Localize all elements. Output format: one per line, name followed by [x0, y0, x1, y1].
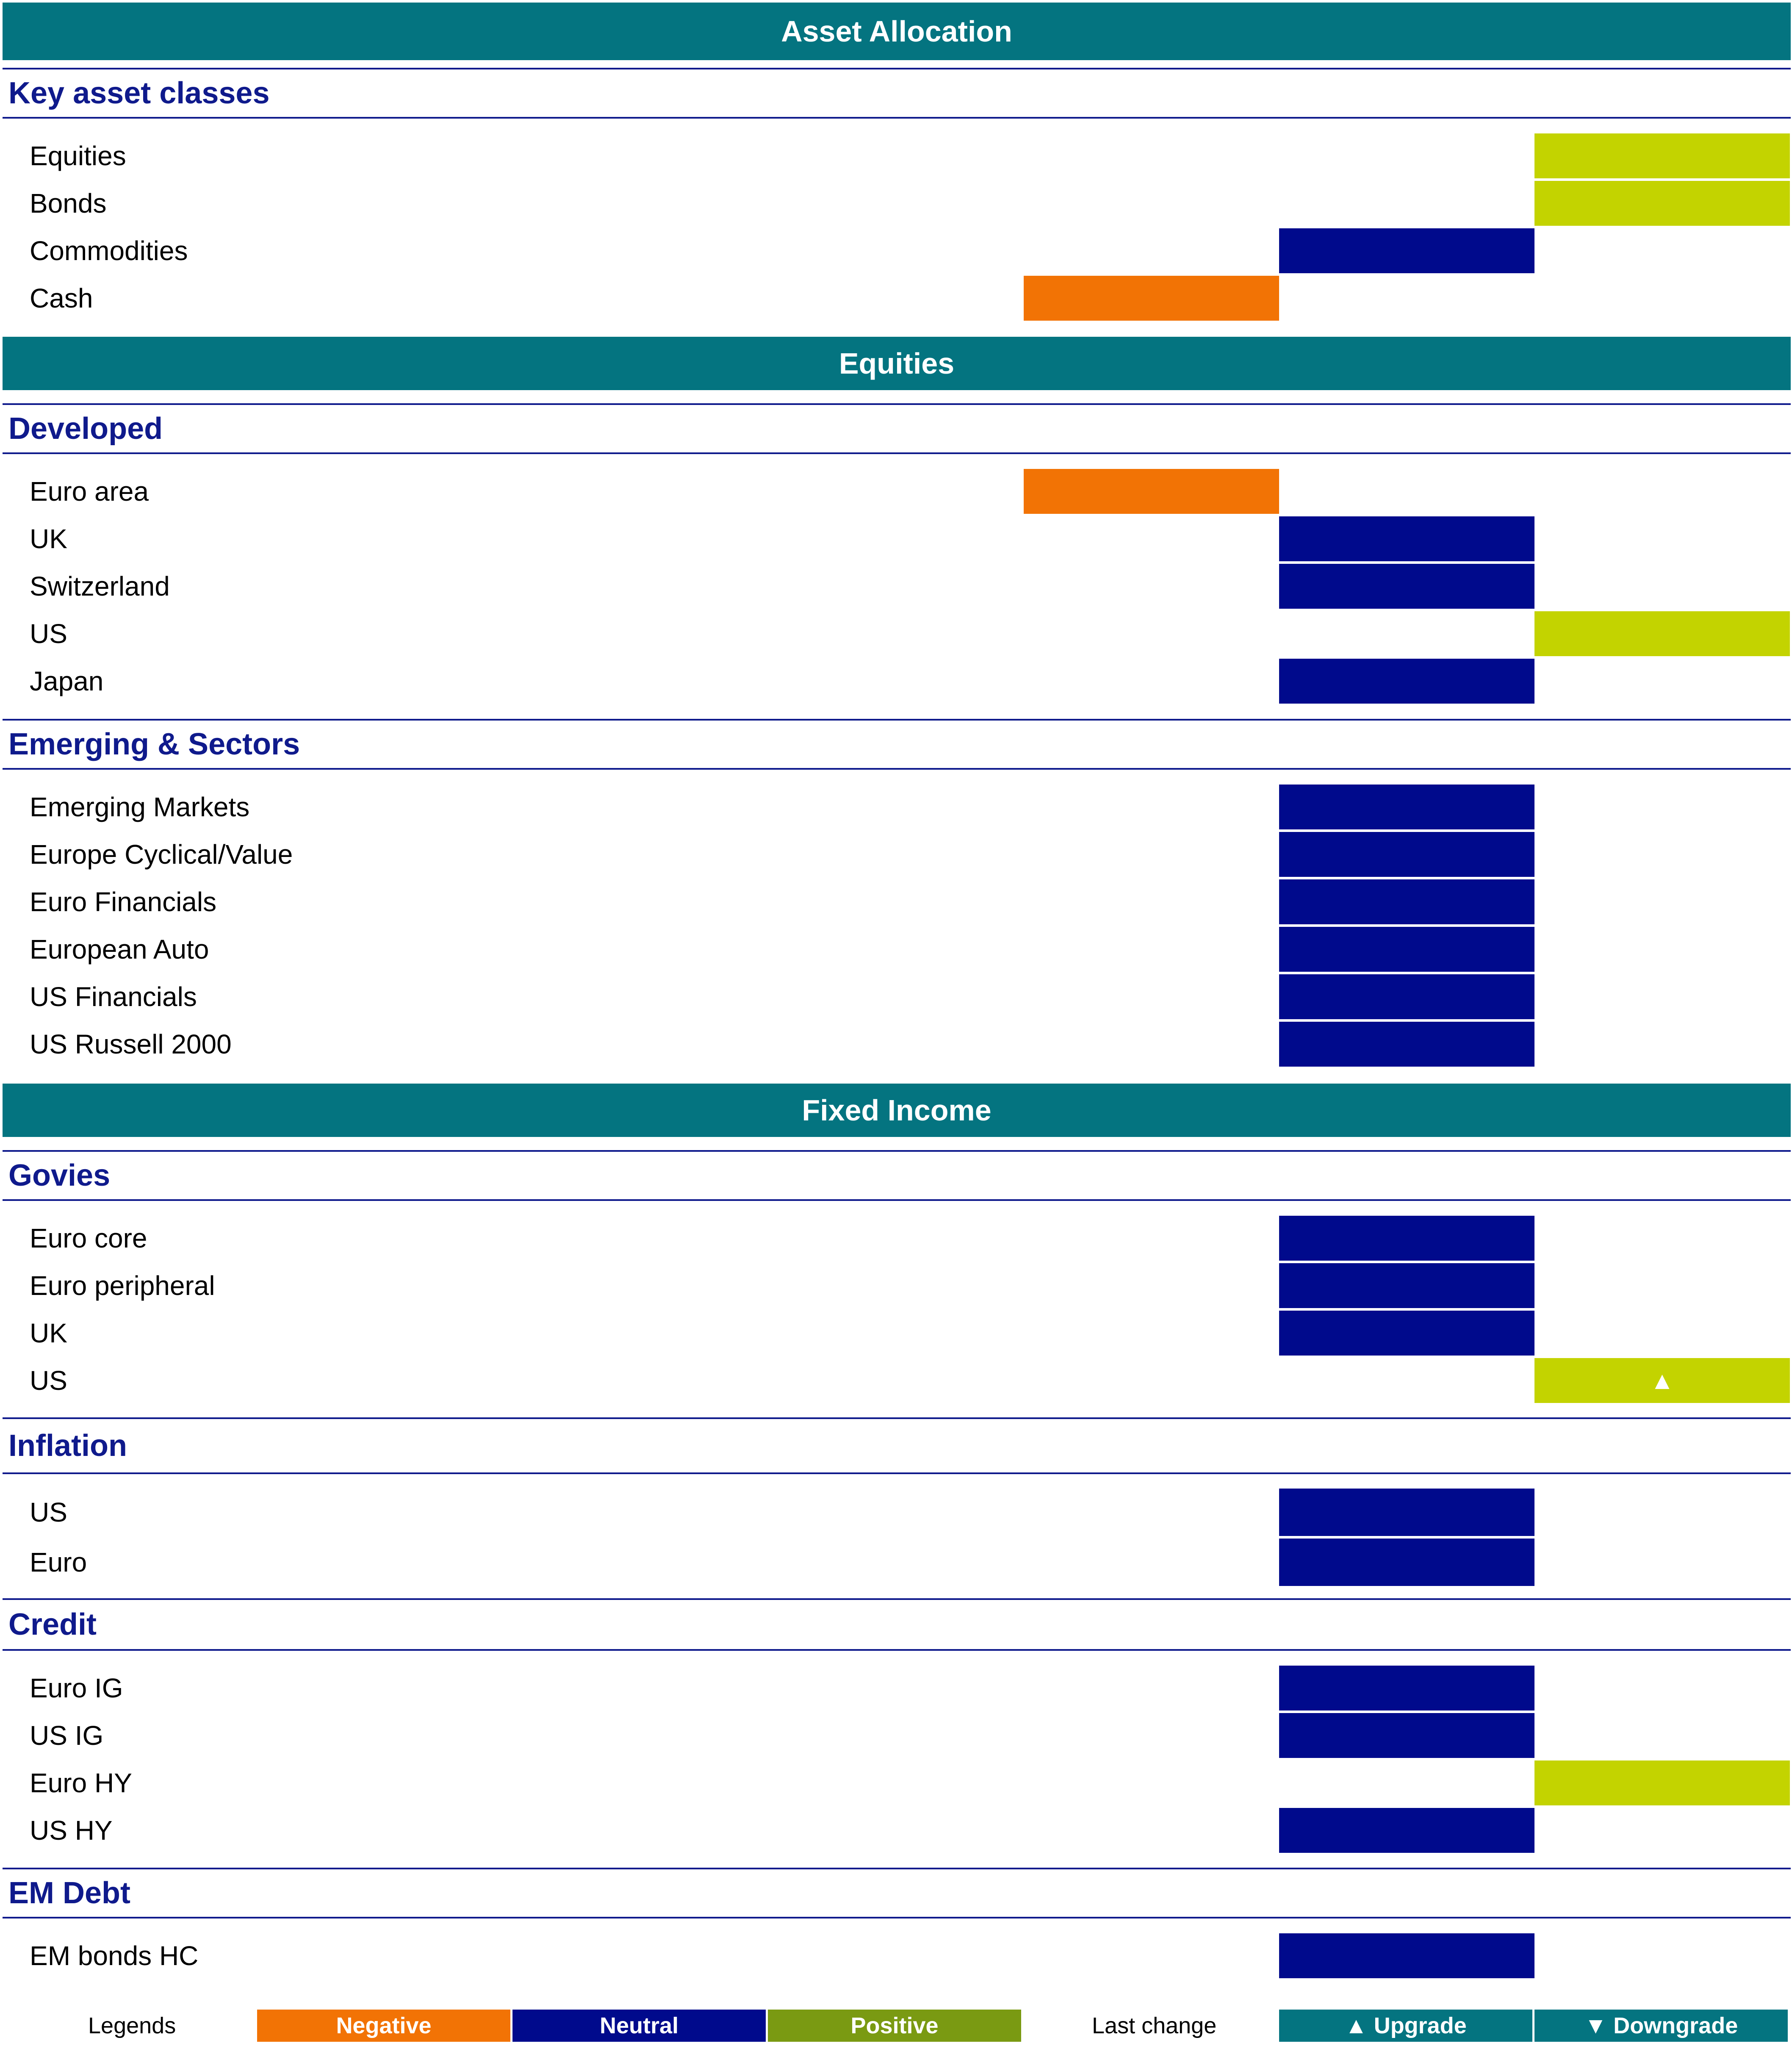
row-label: Emerging Markets [30, 792, 250, 822]
table-row: Euro [0, 1538, 1792, 1587]
legend-negative: Negative [257, 2010, 510, 2042]
view-bar [1279, 1263, 1534, 1308]
table-row: Switzerland [0, 563, 1792, 610]
row-label: Euro HY [30, 1768, 132, 1798]
row-label: Cash [30, 283, 93, 313]
row-label: Euro peripheral [30, 1270, 215, 1301]
view-bar [1279, 659, 1534, 704]
legend-title: Legends [88, 2013, 176, 2038]
view-bar [1279, 832, 1534, 877]
view-bar [1279, 1666, 1534, 1711]
group-header-developed: Developed [3, 403, 1791, 454]
view-bar [1279, 1489, 1534, 1536]
row-label: Euro [30, 1547, 87, 1577]
row-label: Commodities [30, 236, 188, 266]
section-header-fixed-income: Fixed Income [3, 1084, 1791, 1137]
table-row: Commodities [0, 227, 1792, 274]
view-bar [1279, 785, 1534, 829]
view-bar [1279, 1933, 1534, 1978]
group-header-govies: Govies [3, 1150, 1791, 1201]
row-label: Switzerland [30, 571, 170, 602]
row-label: Euro IG [30, 1673, 123, 1703]
table-row: US IG [0, 1712, 1792, 1759]
row-label: US [30, 1365, 67, 1396]
view-bar [1279, 974, 1534, 1019]
section-header-asset-allocation: Asset Allocation [3, 3, 1791, 60]
group-header-credit: Credit [3, 1598, 1791, 1651]
section-header-equities: Equities [3, 337, 1791, 390]
view-bar [1534, 133, 1790, 178]
table-row: Euro area [0, 468, 1792, 515]
table-row: Euro Financials [0, 879, 1792, 925]
row-label: Japan [30, 666, 104, 696]
table-row: Equities [0, 133, 1792, 179]
row-label: Equities [30, 141, 126, 171]
table-row: Japan [0, 658, 1792, 704]
table-row: Euro peripheral [0, 1262, 1792, 1309]
table-row: EM bonds HC [0, 1932, 1792, 1979]
row-label: US Russell 2000 [30, 1029, 232, 1059]
row-label: Euro area [30, 476, 149, 507]
row-label: European Auto [30, 934, 209, 965]
legend-positive: Positive [768, 2010, 1021, 2042]
group-header-inflation: Inflation [3, 1417, 1791, 1474]
row-label: EM bonds HC [30, 1941, 199, 1971]
table-row: Emerging Markets [0, 784, 1792, 830]
table-row: US HY [0, 1807, 1792, 1854]
view-bar [1279, 879, 1534, 924]
table-row: European Auto [0, 926, 1792, 973]
row-label: US [30, 618, 67, 649]
view-bar [1279, 1808, 1534, 1853]
row-label: Bonds [30, 188, 107, 219]
table-row: Cash [0, 275, 1792, 322]
legend-neutral: Neutral [512, 2010, 766, 2042]
row-label: Euro core [30, 1223, 147, 1253]
view-bar [1279, 1713, 1534, 1758]
group-header-key-asset-classes: Key asset classes [3, 68, 1791, 119]
table-row: Euro IG [0, 1665, 1792, 1711]
table-row: Bonds [0, 180, 1792, 227]
row-label: Europe Cyclical/Value [30, 839, 293, 870]
table-row: US Financials [0, 973, 1792, 1020]
row-label: Euro Financials [30, 887, 217, 917]
view-bar [1279, 1216, 1534, 1261]
view-bar [1024, 469, 1279, 514]
view-bar [1534, 1760, 1790, 1805]
view-bar [1279, 1022, 1534, 1067]
table-row: Euro core [0, 1215, 1792, 1261]
table-row: UK [0, 1310, 1792, 1356]
row-label: US HY [30, 1815, 113, 1846]
view-bar [1279, 516, 1534, 561]
table-row: Europe Cyclical/Value [0, 831, 1792, 878]
row-label: US IG [30, 1720, 104, 1751]
row-label: UK [30, 1318, 67, 1348]
view-bar [1279, 927, 1534, 972]
table-row: US ▲ [0, 1357, 1792, 1404]
legend-last-change: Last change [1092, 2013, 1217, 2038]
view-bar [1279, 228, 1534, 273]
view-bar [1279, 1539, 1534, 1586]
group-header-emerging-sectors: Emerging & Sectors [3, 719, 1791, 770]
row-label: US [30, 1497, 67, 1528]
group-header-em-debt: EM Debt [3, 1868, 1791, 1918]
row-label: US Financials [30, 981, 197, 1012]
view-bar [1534, 611, 1790, 656]
view-bar [1279, 1311, 1534, 1356]
view-bar [1534, 181, 1790, 226]
legend: Legends Negative Neutral Positive Last c… [0, 2008, 1792, 2043]
row-label: UK [30, 524, 67, 554]
table-row: US [0, 610, 1792, 657]
view-bar: ▲ [1534, 1358, 1790, 1403]
table-row: UK [0, 516, 1792, 562]
view-bar [1024, 276, 1279, 321]
table-row: US Russell 2000 [0, 1021, 1792, 1067]
table-row: Euro HY [0, 1760, 1792, 1806]
legend-downgrade: ▼ Downgrade [1534, 2010, 1788, 2042]
legend-upgrade: ▲ Upgrade [1279, 2010, 1532, 2042]
table-row: US [0, 1488, 1792, 1537]
view-bar [1279, 564, 1534, 609]
